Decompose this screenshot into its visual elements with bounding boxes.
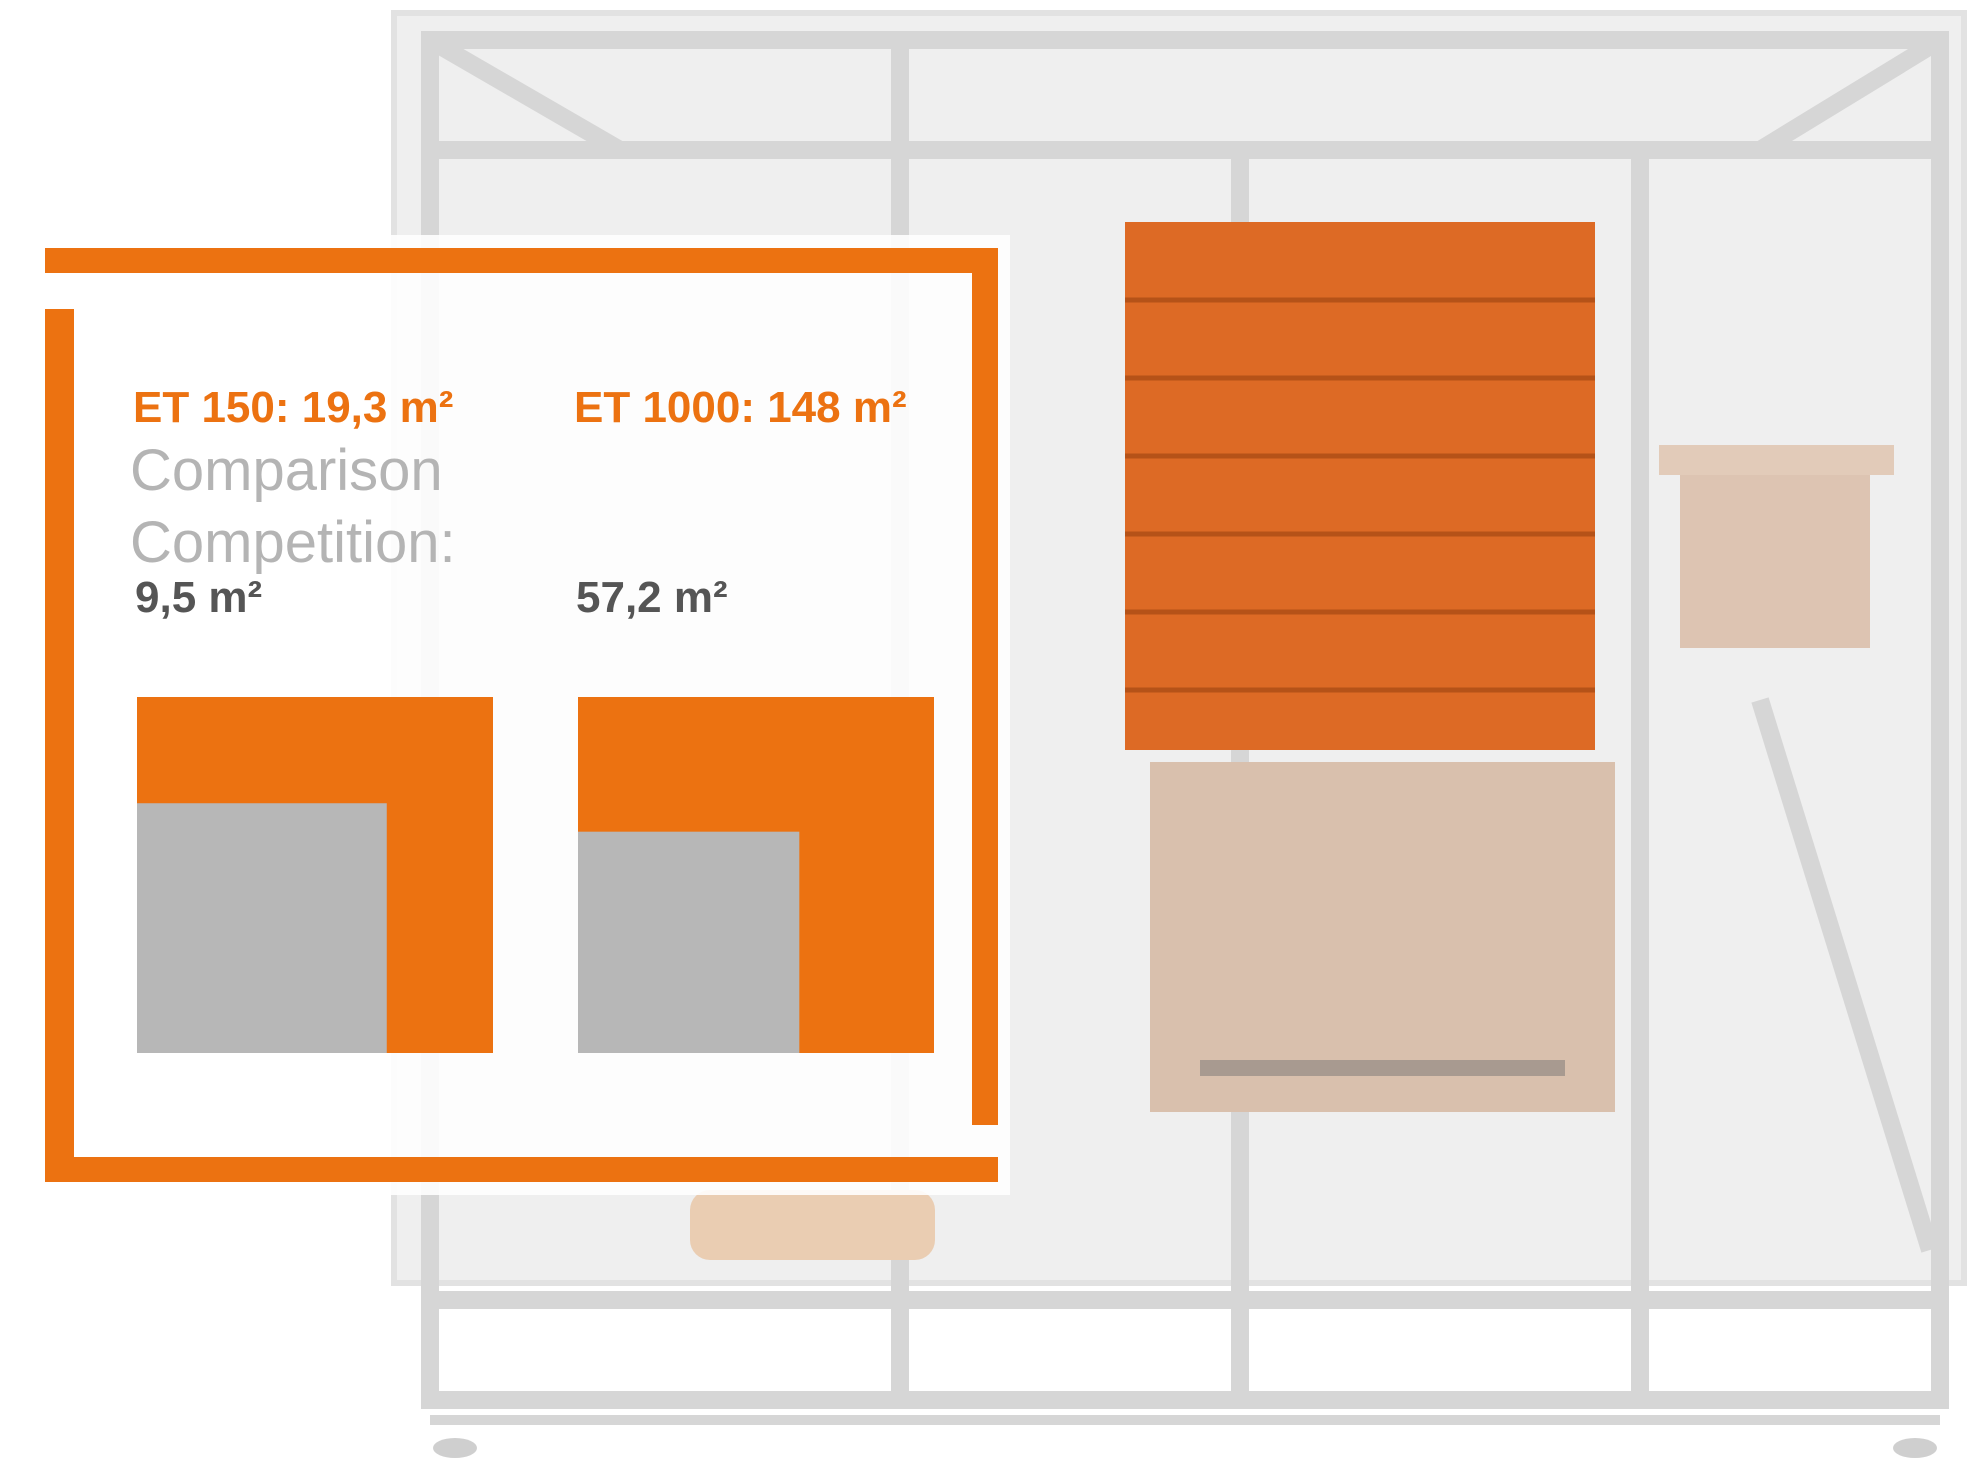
comparison-label: Comparison	[130, 438, 443, 503]
orange-module	[1125, 222, 1595, 750]
foot	[433, 1438, 477, 1458]
brace	[1751, 697, 1939, 1253]
canister	[690, 1190, 935, 1260]
small-tank	[1680, 470, 1870, 648]
competitor-square	[578, 831, 800, 1053]
model-area: ET 1000: 148 m²	[574, 383, 907, 432]
border-top	[45, 248, 998, 273]
competitor-square	[137, 803, 387, 1053]
small-tank-lid	[1659, 445, 1894, 475]
brace	[425, 32, 625, 158]
tank-rail	[1200, 1060, 1565, 1076]
model-area: ET 150: 19,3 m²	[133, 383, 453, 432]
comparison-label: Competition:	[130, 510, 456, 575]
comparisons: ET 150: 19,3 m² 9,5 m² ET 1000: 148 m² 57,2…	[133, 383, 934, 1053]
beige-tank	[1150, 762, 1615, 1112]
module-ribs	[1125, 297, 1595, 693]
border-bottom	[45, 1157, 998, 1182]
border-left	[45, 309, 74, 1182]
foot	[1893, 1438, 1937, 1458]
border-right	[972, 248, 998, 1125]
competitor-area: 9,5 m²	[135, 573, 262, 622]
modules	[690, 222, 1894, 1260]
competitor-area: 57,2 m²	[576, 573, 728, 622]
brace	[1755, 32, 1945, 158]
